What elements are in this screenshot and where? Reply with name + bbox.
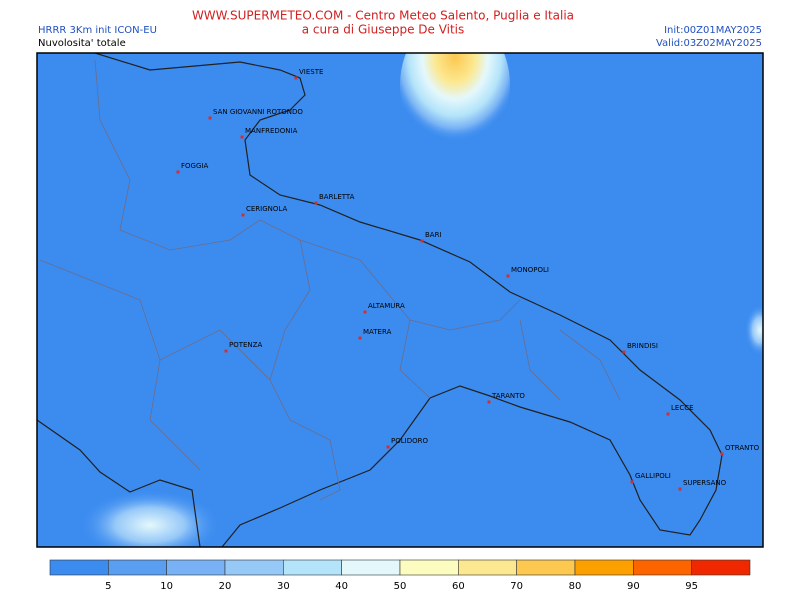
city-layer: VIESTE SAN GIOVANNI ROTONDO MANFREDONIA FOG… [176, 68, 760, 491]
map-background [37, 53, 763, 547]
colorbar-tick-label: 20 [219, 581, 232, 592]
city-dot [363, 310, 367, 314]
author: a cura di Giuseppe De Vitis [302, 23, 465, 37]
city-dot [720, 452, 724, 456]
colorbar-box [49, 559, 109, 576]
colorbar-box [516, 559, 576, 576]
city-label: POTENZA [229, 341, 262, 349]
city-label: BRINDISI [627, 342, 658, 350]
cloud-patch [745, 305, 763, 355]
city-label: ALTAMURA [368, 302, 405, 310]
city-dot [241, 213, 245, 217]
site-title: WWW.SUPERMETEO.COM - Centro Meteo Salent… [192, 9, 574, 23]
city-dot [420, 239, 424, 243]
city-label: BARI [425, 231, 442, 239]
valid-time: Valid:03Z02MAY2025 [656, 38, 762, 49]
city-dot [630, 480, 634, 484]
city-label: GALLIPOLI [635, 472, 671, 480]
cloud-patch [400, 53, 510, 155]
city-label: VIESTE [299, 68, 323, 76]
city-label: MATERA [363, 328, 392, 336]
colorbar-box [283, 559, 342, 576]
city-dot [294, 76, 298, 80]
init-time: Init:00Z01MAY2025 [664, 25, 762, 36]
field-label: Nuvolosita' totale [38, 38, 126, 49]
city-dot [678, 487, 682, 491]
colorbar-tick-label: 40 [335, 581, 348, 592]
colorbar-tick-label: 70 [510, 581, 523, 592]
colorbar-box [224, 559, 284, 576]
city-dot [666, 412, 670, 416]
map-frame [36, 52, 764, 548]
city-dot [386, 445, 390, 449]
colorbar-box [574, 559, 634, 576]
city-dot [622, 350, 626, 354]
city-dot [506, 274, 510, 278]
city-label: OTRANTO [725, 444, 760, 452]
city-label: MONOPOLI [511, 266, 549, 274]
city-label: LECCE [671, 404, 694, 412]
colorbar-tick-label: 90 [627, 581, 640, 592]
city-label: BARLETTA [319, 193, 355, 201]
city-label: TARANTO [491, 392, 525, 400]
city-label: SUPERSANO [683, 479, 727, 487]
colorbar-tick-label: 30 [277, 581, 290, 592]
city-dot [176, 170, 180, 174]
city-dot [358, 336, 362, 340]
cloud-patch [80, 490, 220, 547]
colorbar-tick-label: 5 [105, 581, 111, 592]
city-dot [487, 400, 491, 404]
city-label: POLIDORO [391, 437, 428, 445]
colorbar-tick-label: 80 [569, 581, 582, 592]
city-dot [240, 135, 244, 139]
colorbar: 5 10 20 30 40 50 60 70 80 90 95 [49, 559, 751, 592]
colorbar-tick-label: 50 [394, 581, 407, 592]
boundaries [39, 59, 621, 501]
model-label: HRRR 3Km init ICON-EU [38, 25, 157, 36]
city-dot [224, 349, 228, 353]
colorbar-box [458, 559, 517, 576]
colorbar-box [341, 559, 401, 576]
colorbar-box [166, 559, 226, 576]
city-label: MANFREDONIA [245, 127, 298, 135]
city-label: FOGGIA [181, 162, 208, 170]
colorbar-tick-label: 10 [160, 581, 173, 592]
colorbar-box [399, 559, 459, 576]
coastline [37, 53, 723, 547]
colorbar-box [691, 559, 751, 576]
colorbar-box [633, 559, 692, 576]
city-dot [314, 201, 318, 205]
colorbar-box [108, 559, 167, 576]
city-dot [208, 116, 212, 120]
city-label: SAN GIOVANNI ROTONDO [213, 108, 303, 116]
map-area: VIESTE SAN GIOVANNI ROTONDO MANFREDONIA FOG… [37, 53, 763, 547]
colorbar-tick-label: 60 [452, 581, 465, 592]
city-label: CERIGNOLA [246, 205, 287, 213]
colorbar-tick-label: 95 [685, 581, 698, 592]
